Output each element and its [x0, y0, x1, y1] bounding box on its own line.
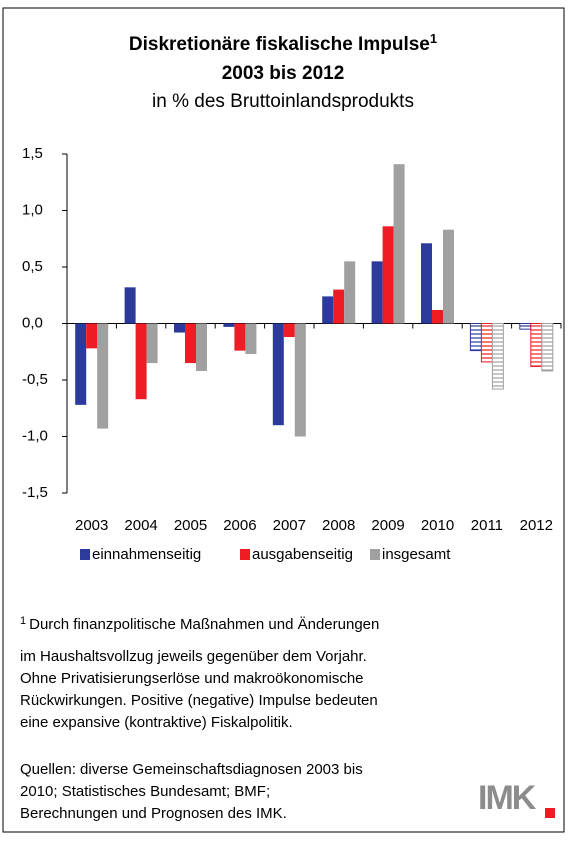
bar — [86, 323, 98, 349]
sources-line: Berechnungen und Prognosen des IMK. — [20, 805, 287, 822]
footnote-line: Durch finanzpolitische Maßnahmen und Änd… — [29, 616, 379, 633]
legend-label: einnahmenseitig — [92, 546, 201, 563]
footnote-line: im Haushaltsvollzug jeweils gegenüber de… — [20, 648, 367, 665]
legend-swatch — [240, 549, 250, 560]
bar — [491, 323, 504, 390]
sources-line: Quellen: diverse Gemeinschaftsdiagnosen … — [20, 761, 363, 778]
bar — [541, 323, 554, 372]
chart-subtitle: in % des Bruttoinlandsprodukts — [152, 91, 414, 112]
x-tick-label: 2010 — [421, 517, 454, 534]
x-tick-label: 2009 — [371, 517, 404, 534]
bar — [245, 323, 257, 355]
bar — [344, 261, 356, 324]
y-tick-label: 1,5 — [22, 145, 43, 162]
x-tick-label: 2006 — [223, 517, 256, 534]
x-tick-label: 2012 — [520, 517, 553, 534]
bar — [480, 323, 493, 363]
sources-line: 2010; Statistisches Bundesamt; BMF; — [20, 783, 270, 800]
y-tick-label: -1,5 — [22, 484, 48, 501]
x-tick-label: 2008 — [322, 517, 355, 534]
footnote-line: eine expansive (kontraktive) Fiskalpolit… — [20, 714, 293, 731]
bar — [272, 323, 284, 426]
bar — [421, 243, 432, 324]
bar — [371, 261, 383, 324]
logo-square — [545, 808, 555, 818]
y-tick-label: 0,5 — [22, 258, 43, 275]
x-tick-label: 2004 — [124, 517, 157, 534]
bar — [382, 226, 394, 324]
title-text: Diskretionäre fiskalische Impulse — [129, 34, 430, 55]
x-tick-label: 2011 — [471, 517, 503, 534]
bar — [234, 323, 246, 351]
y-tick-label: -0,5 — [22, 371, 48, 388]
x-tick-label: 2005 — [174, 517, 207, 534]
y-tick-label: 0,0 — [22, 314, 43, 331]
bar — [75, 323, 87, 405]
x-tick-label: 2003 — [75, 517, 108, 534]
footnote-line: Rückwirkungen. Positive (negative) Impul… — [20, 692, 378, 709]
bar — [294, 323, 306, 437]
bar — [124, 287, 136, 324]
bar — [283, 323, 295, 338]
legend-swatch — [370, 549, 380, 560]
bar — [393, 164, 405, 324]
legend-label: insgesamt — [382, 546, 451, 563]
bar — [333, 289, 345, 324]
frame — [2, 7, 565, 833]
bar — [322, 296, 334, 324]
y-tick-label: -1,0 — [22, 427, 48, 444]
chart-subtitle: 2003 bis 2012 — [222, 63, 345, 84]
chart-title: Diskretionäre fiskalische Impulse1 — [129, 31, 437, 55]
logo: IMK — [478, 779, 537, 817]
bar — [97, 323, 109, 429]
bar — [146, 323, 158, 364]
bar — [469, 323, 482, 352]
x-tick-label: 2007 — [273, 517, 306, 534]
bar — [185, 323, 196, 364]
legend-label: ausgabenseitig — [252, 546, 353, 563]
title-footnote-mark: 1 — [430, 31, 437, 46]
bar — [530, 323, 543, 367]
bar — [135, 323, 147, 400]
bar — [196, 323, 207, 371]
footnote-mark: 1 — [20, 615, 26, 627]
footnote-line: Ohne Privatisierungserlöse und makroökon… — [20, 670, 364, 687]
bar — [174, 323, 185, 333]
footnote: 1 Durch finanzpolitische Maßnahmen und Än… — [20, 615, 379, 633]
legend-swatch — [80, 549, 90, 560]
bar — [223, 323, 235, 327]
bar — [443, 229, 454, 324]
bar — [432, 309, 443, 324]
bar — [519, 323, 532, 330]
y-tick-label: 1,0 — [22, 201, 43, 218]
